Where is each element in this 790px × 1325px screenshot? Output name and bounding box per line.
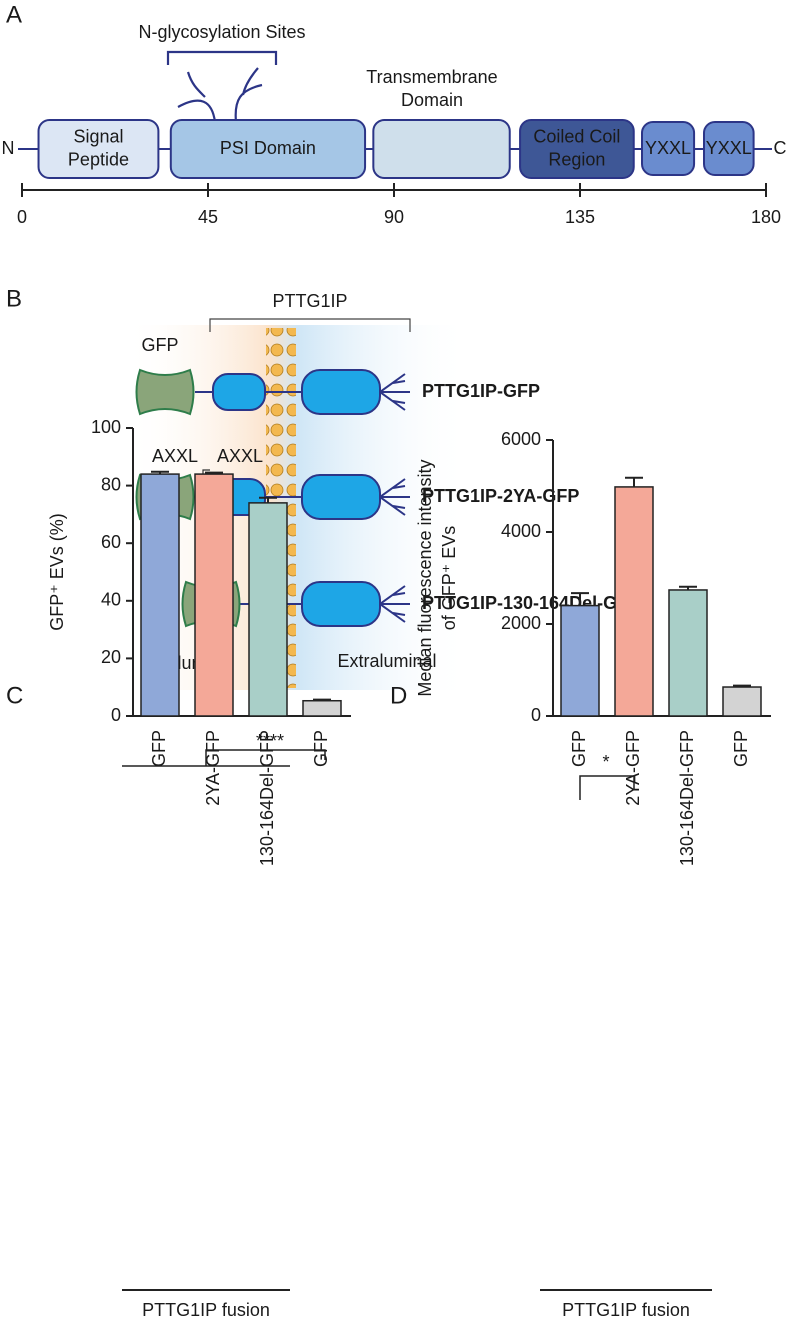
x-tick-label: 130-164Del-GFP — [677, 730, 697, 866]
gfp-label: GFP — [141, 335, 178, 355]
side-label: Extraluminal — [337, 651, 436, 671]
bracket — [209, 318, 411, 332]
significance: * — [602, 752, 609, 772]
y-tick-label: 4000 — [501, 521, 541, 541]
domain-label: YXXL — [706, 138, 752, 158]
bar — [560, 604, 600, 717]
y-tick-label: 20 — [101, 647, 121, 667]
bar — [302, 699, 342, 717]
domain — [372, 119, 511, 179]
domain-label: Region — [548, 149, 605, 169]
panel-letter: D — [390, 682, 407, 709]
y-tick-label: 80 — [101, 474, 121, 494]
x-tick-label: GFP — [149, 730, 169, 767]
bar — [248, 502, 288, 717]
x-tick-label: 2YA-GFP — [623, 730, 643, 806]
mutation-label: AXXL — [152, 446, 198, 466]
bar — [140, 473, 180, 717]
y-tick-label: 100 — [91, 417, 121, 437]
bracket — [166, 50, 278, 65]
y-axis-label: GFP⁺ EVs (%) — [47, 513, 67, 631]
domain-label: YXXL — [645, 138, 691, 158]
x-tick-label: 130-164Del-GFP — [257, 730, 277, 866]
y-axis-label: Median fluorescence intensity — [415, 459, 435, 696]
x-tick-label: GFP — [731, 730, 751, 767]
y-tick-label: 60 — [101, 532, 121, 552]
construct-name: PTTG1IP-2YA-GFP — [422, 486, 579, 506]
x-tick-label: GFP — [569, 730, 589, 767]
domain-label: PSI Domain — [220, 138, 316, 158]
domain — [519, 119, 635, 179]
y-tick-label: 6000 — [501, 429, 541, 449]
x-tick-label: 0 — [17, 207, 27, 227]
panel-letter: C — [6, 682, 23, 709]
group-label: PTTG1IP fusion — [142, 1300, 270, 1320]
domain-label: Coiled Coil — [533, 126, 620, 146]
domain-label: Peptide — [68, 149, 129, 169]
significance-bracket — [122, 749, 326, 767]
construct-name: PTTG1IP-GFP — [422, 381, 540, 401]
y-tick-label: 0 — [111, 705, 121, 725]
domain — [641, 121, 696, 176]
tm-label: Transmembrane — [366, 67, 497, 87]
significance-bracket — [579, 775, 635, 800]
glycan — [177, 71, 217, 123]
bar — [614, 486, 654, 717]
terminus: N — [2, 138, 15, 158]
y-tick-label: 40 — [101, 590, 121, 610]
y-axis-label: of GFP⁺ EVs — [439, 526, 459, 631]
bar — [722, 686, 762, 717]
domain-label: Signal — [73, 126, 123, 146]
bar — [194, 473, 234, 717]
mutation-label: AXXL — [217, 446, 263, 466]
panel-a: A N-glycosylation Sites Transmembrane Do… — [2, 1, 787, 157]
x-tick-label: 135 — [565, 207, 595, 227]
significance: **** — [256, 731, 284, 751]
x-tick-label: 90 — [384, 207, 404, 227]
panel-letter: B — [6, 285, 22, 312]
domain — [703, 121, 755, 176]
tm-label: Domain — [401, 90, 463, 110]
glycan — [234, 67, 263, 123]
x-tick-label: 180 — [751, 207, 781, 227]
y-tick-label: 0 — [531, 705, 541, 725]
terminus: C — [774, 138, 787, 158]
group-label: PTTG1IP fusion — [562, 1300, 690, 1320]
y-tick-label: 2000 — [501, 613, 541, 633]
glyco-label: N-glycosylation Sites — [138, 22, 305, 42]
x-tick-label: 2YA-GFP — [203, 730, 223, 806]
x-tick-label: GFP — [311, 730, 331, 767]
x-tick-label: 45 — [198, 207, 218, 227]
panel-letter: A — [6, 1, 22, 28]
domain — [169, 119, 367, 179]
bar — [668, 589, 708, 717]
domain — [37, 119, 160, 179]
bracket-label: PTTG1IP — [272, 291, 347, 311]
